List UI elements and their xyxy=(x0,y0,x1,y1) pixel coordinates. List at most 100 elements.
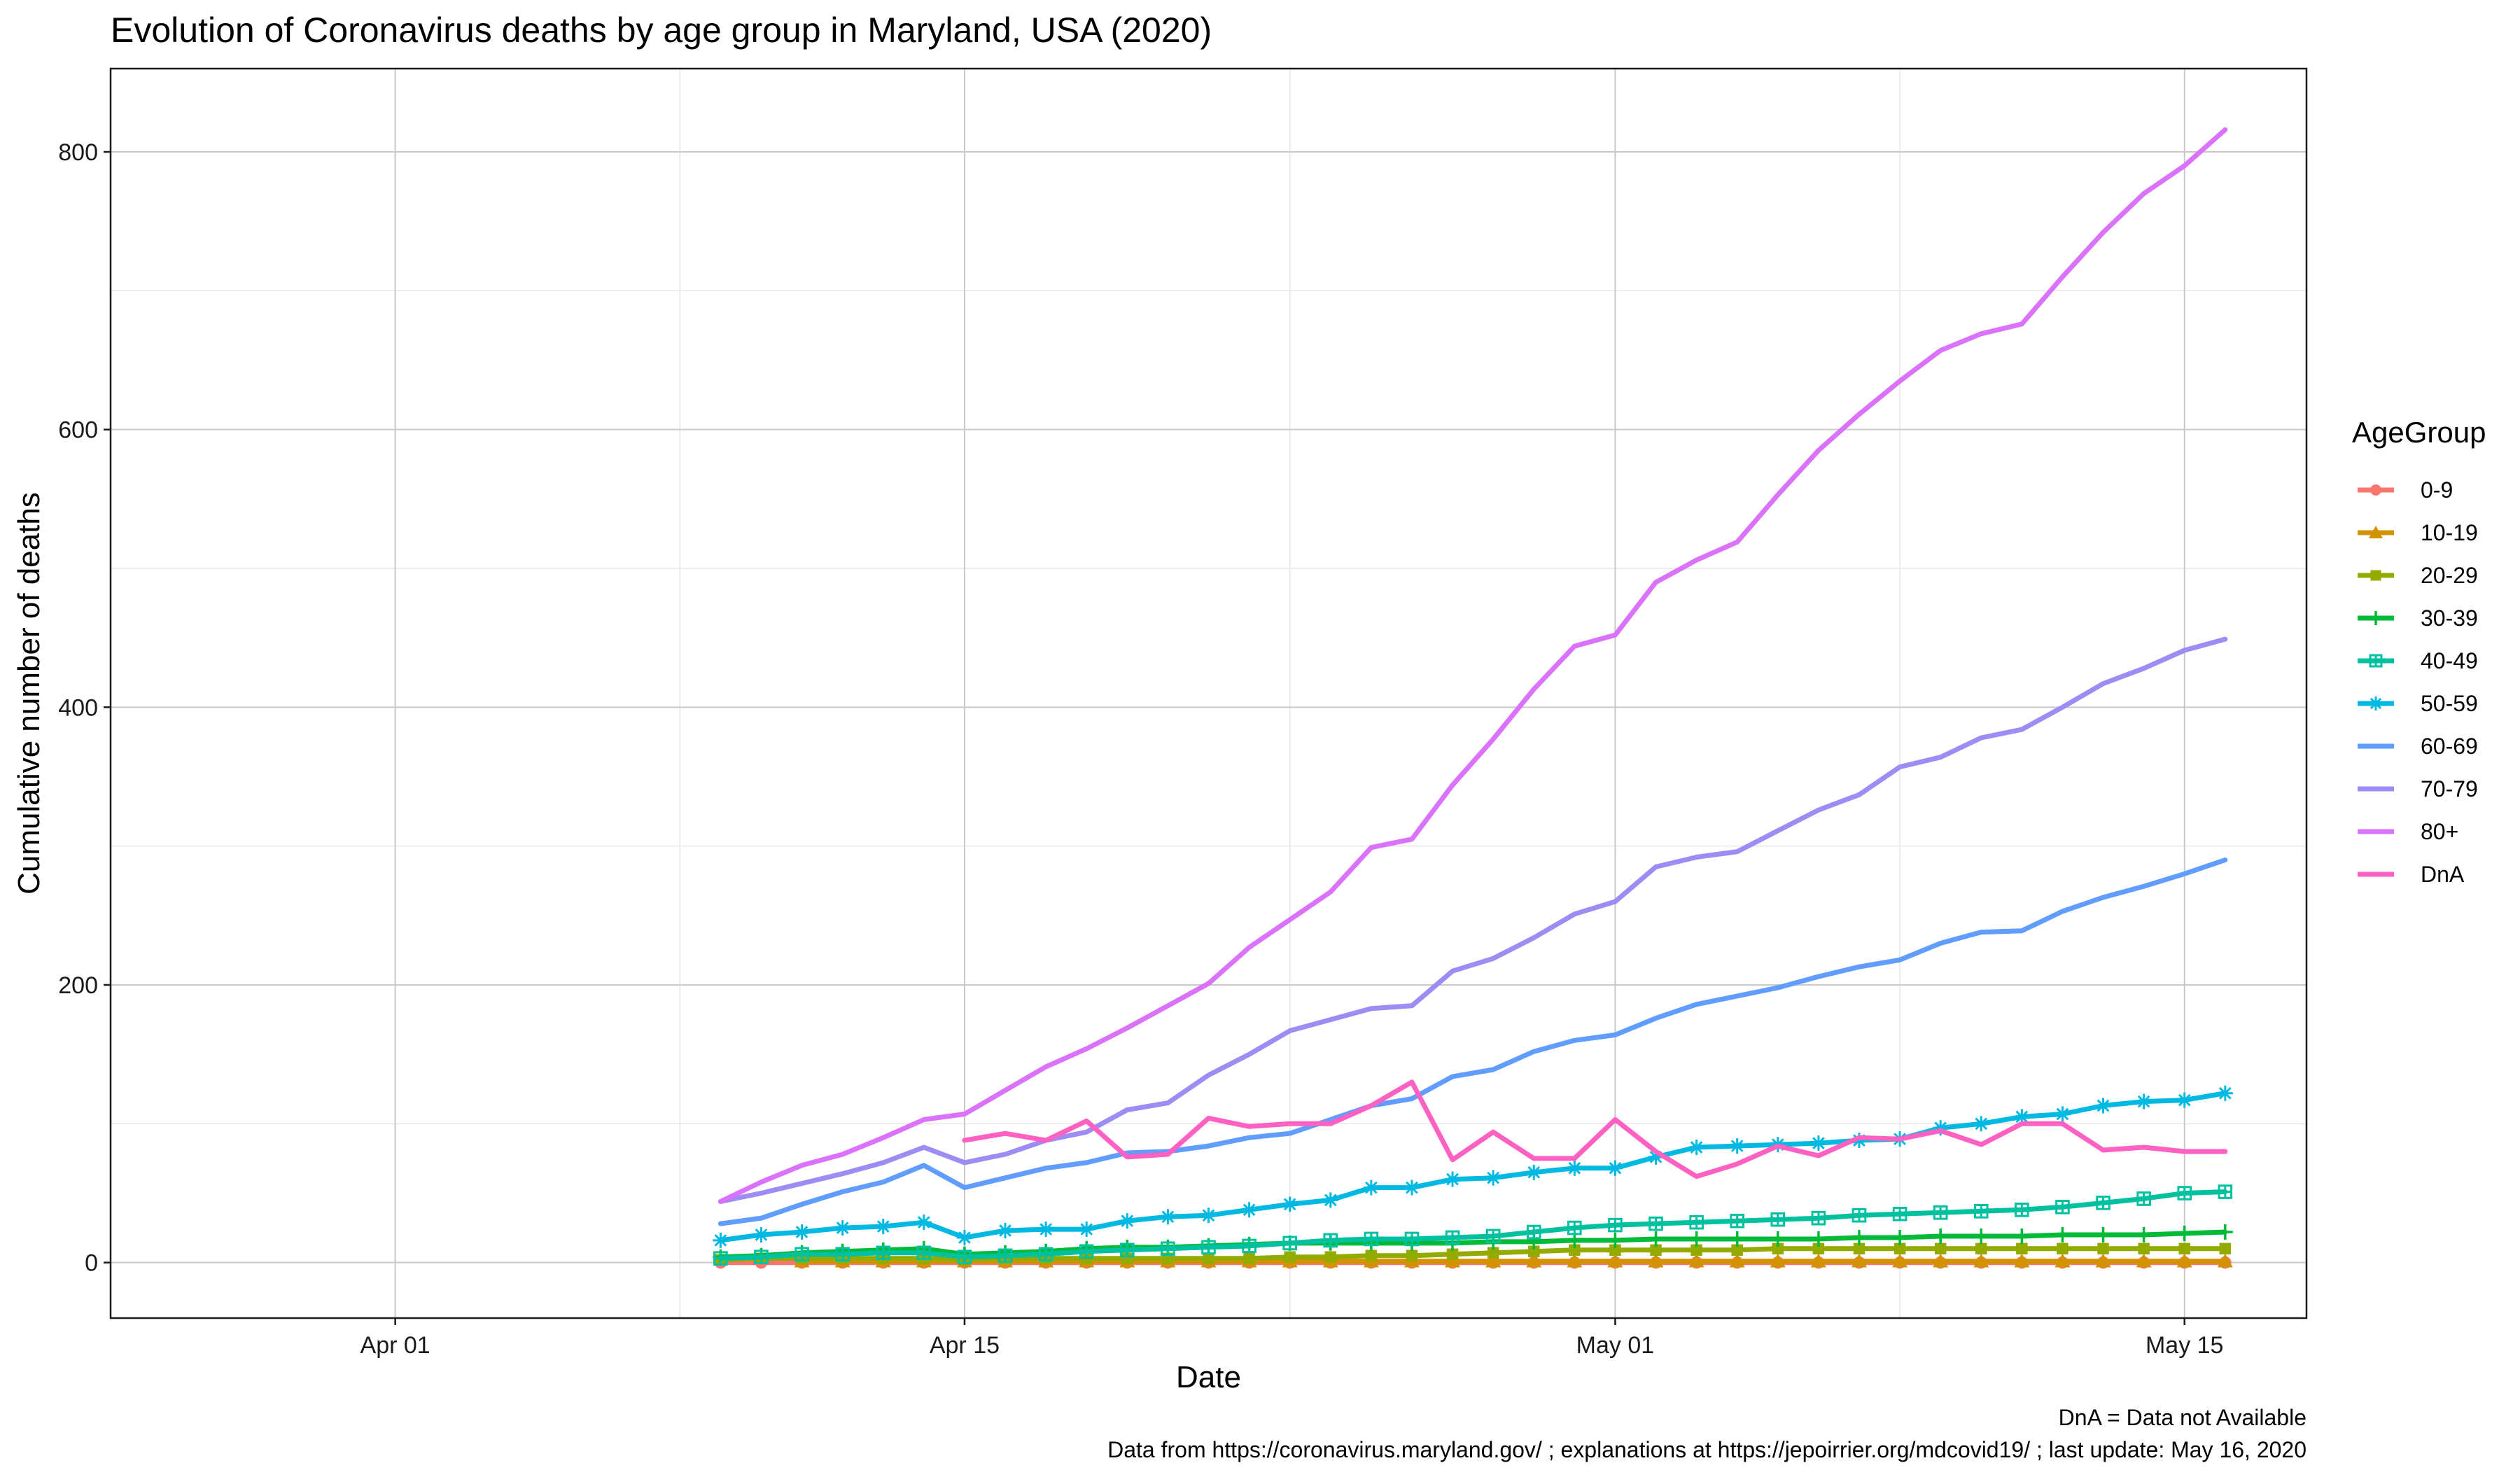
data-point-50-59 xyxy=(916,1214,932,1231)
data-point-40-49 xyxy=(1567,1220,1582,1236)
legend: AgeGroup 0-9 10-19 20-29 30-39 40-49 50-59 60-… xyxy=(2352,416,2486,887)
data-point-50-59 xyxy=(1404,1180,1420,1196)
data-point-20-29 xyxy=(1690,1244,1702,1256)
y-tick-label: 200 xyxy=(58,972,98,999)
data-point-50-59 xyxy=(956,1229,972,1245)
data-point-50-59 xyxy=(1688,1140,1704,1156)
legend-item-40-49: 40-49 xyxy=(2358,648,2478,673)
data-point-20-29 xyxy=(1243,1252,1255,1264)
data-point-50-59 xyxy=(794,1224,810,1240)
data-point-30-39 xyxy=(1851,1229,1867,1245)
data-point-40-49 xyxy=(1364,1231,1379,1247)
data-point-40-49 xyxy=(957,1250,972,1265)
series-50-59 xyxy=(713,1085,2233,1248)
data-point-40-49 xyxy=(2015,1203,2029,1217)
data-point-50-59 xyxy=(1933,1120,1949,1136)
data-point-40-49 xyxy=(1323,1233,1338,1248)
minor-gridlines xyxy=(111,69,2306,1318)
data-point-40-49 xyxy=(1811,1210,1826,1226)
x-axis: Apr 01 Apr 15 May 01 May 15 xyxy=(360,1318,2224,1359)
data-point-30-39 xyxy=(1892,1229,1908,1245)
legend-label-40-49: 40-49 xyxy=(2421,648,2478,673)
data-point-10-19 xyxy=(1445,1253,1461,1268)
data-point-50-59 xyxy=(753,1227,769,1242)
data-point-40-49 xyxy=(1892,1206,1907,1222)
data-point-10-19 xyxy=(2014,1253,2030,1268)
data-point-20-29 xyxy=(1893,1242,1906,1255)
legend-item-20-29: 20-29 xyxy=(2358,563,2478,588)
major-gridlines xyxy=(111,69,2306,1318)
data-point-20-29 xyxy=(1406,1250,1418,1261)
data-point-30-39 xyxy=(2176,1226,2192,1242)
data-point-50-59 xyxy=(1973,1116,1989,1132)
data-point-50-59 xyxy=(1851,1133,1867,1149)
legend-item-80-: 80+ xyxy=(2358,819,2458,844)
legend-marker-30-39 xyxy=(2369,611,2383,625)
data-point-20-29 xyxy=(1203,1252,1214,1264)
x-tick-label: May 15 xyxy=(2146,1332,2224,1359)
data-point-20-29 xyxy=(1812,1242,1825,1255)
data-point-20-29 xyxy=(2016,1242,2028,1255)
legend-items: 0-9 10-19 20-29 30-39 40-49 50-59 60-69 70-79 80… xyxy=(2358,477,2478,887)
y-axis-title: Cumulative number of deaths xyxy=(12,492,46,895)
data-point-50-59 xyxy=(1810,1135,1826,1152)
data-point-20-29 xyxy=(1446,1248,1459,1261)
chart-title: Evolution of Coronavirus deaths by age g… xyxy=(111,10,1212,50)
legend-item-50-59: 50-59 xyxy=(2358,691,2478,716)
series-60-69 xyxy=(718,858,2228,1226)
data-point-40-49 xyxy=(1648,1216,1663,1231)
data-point-20-29 xyxy=(1853,1242,1865,1255)
data-point-40-49 xyxy=(1201,1240,1216,1255)
data-point-40-49 xyxy=(2177,1186,2192,1200)
data-point-40-49 xyxy=(1730,1213,1744,1228)
y-tick-label: 0 xyxy=(85,1250,98,1277)
data-point-10-19 xyxy=(1526,1253,1542,1268)
data-point-20-29 xyxy=(1365,1250,1378,1261)
legend-marker-40-49 xyxy=(2369,654,2383,668)
data-point-40-49 xyxy=(1282,1236,1297,1251)
legend-item-70-79: 70-79 xyxy=(2358,776,2478,802)
data-point-40-49 xyxy=(1445,1230,1460,1245)
data-point-50-59 xyxy=(2176,1092,2192,1108)
data-point-30-39 xyxy=(1648,1231,1664,1247)
data-point-30-39 xyxy=(1729,1231,1745,1247)
x-tick-label: Apr 01 xyxy=(360,1332,430,1359)
x-tick-label: May 01 xyxy=(1576,1332,1655,1359)
data-point-50-59 xyxy=(1119,1213,1135,1229)
legend-marker-10-19 xyxy=(2369,526,2383,538)
data-point-40-49 xyxy=(997,1248,1013,1264)
data-point-10-19 xyxy=(1770,1253,1786,1268)
data-point-40-49 xyxy=(1161,1241,1175,1256)
data-point-40-49 xyxy=(1120,1242,1135,1258)
legend-title: AgeGroup xyxy=(2352,416,2486,449)
data-point-20-29 xyxy=(1650,1244,1662,1256)
x-tick-label: Apr 15 xyxy=(930,1332,1000,1359)
data-point-30-39 xyxy=(2095,1227,2111,1242)
data-point-20-29 xyxy=(2138,1242,2150,1255)
data-point-30-39 xyxy=(1607,1232,1623,1248)
data-point-50-59 xyxy=(1567,1160,1583,1176)
data-point-30-39 xyxy=(1688,1231,1704,1247)
series-line-80- xyxy=(718,127,2228,1204)
legend-label-0-9: 0-9 xyxy=(2421,477,2453,503)
legend-label-10-19: 10-19 xyxy=(2421,520,2478,545)
legend-marker-50-59 xyxy=(2369,696,2383,710)
data-point-40-49 xyxy=(713,1251,728,1266)
data-point-20-29 xyxy=(1487,1247,1499,1259)
legend-label-30-39: 30-39 xyxy=(2421,606,2478,631)
y-axis: 0 200 400 600 800 xyxy=(58,139,111,1277)
data-point-50-59 xyxy=(1363,1180,1379,1196)
caption-source: Data from https://coronavirus.maryland.g… xyxy=(1107,1437,2306,1462)
data-point-50-59 xyxy=(1079,1222,1095,1238)
data-point-20-29 xyxy=(1324,1251,1337,1263)
data-point-40-49 xyxy=(1770,1212,1786,1227)
data-point-30-39 xyxy=(1973,1228,1989,1244)
data-point-10-19 xyxy=(1485,1253,1502,1268)
series-line-dna xyxy=(962,1079,2228,1180)
data-point-10-19 xyxy=(1892,1253,1908,1268)
data-point-50-59 xyxy=(1160,1209,1176,1225)
data-point-20-29 xyxy=(2097,1242,2109,1255)
data-point-10-19 xyxy=(2095,1253,2111,1268)
y-tick-label: 800 xyxy=(58,139,98,166)
